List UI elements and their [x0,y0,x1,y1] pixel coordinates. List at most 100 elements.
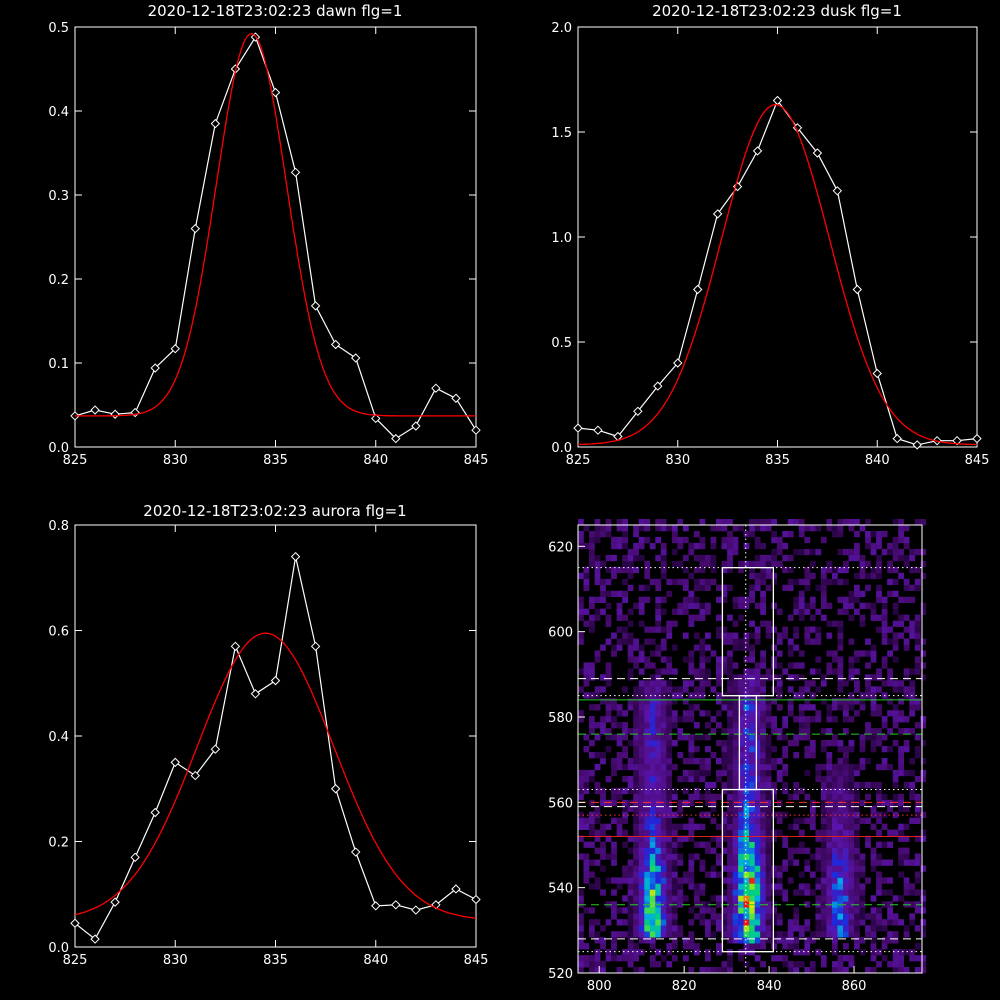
heatmap-cell [754,907,761,914]
heatmap-cell [644,596,651,603]
heatmap-cell [693,913,700,920]
heatmap-cell [633,835,639,842]
heatmap-cell [760,656,766,663]
heatmap-cell [578,608,584,615]
heatmap-cell [909,584,916,591]
heatmap-cell [760,710,766,717]
heatmap-cell [832,883,838,890]
heatmap-cell [721,763,728,771]
heatmap-cell [749,590,755,597]
heatmap-cell [600,799,606,807]
heatmap-cell [848,853,855,860]
heatmap-cell [765,889,772,896]
heatmap-cell [843,907,849,914]
heatmap-cell [727,859,733,866]
heatmap-cell [605,674,612,681]
heatmap-cell [870,913,877,920]
heatmap-cell [716,632,722,639]
heatmap-cell [611,572,617,580]
heatmap-cell [688,931,695,938]
heatmap-cell [776,865,783,872]
heatmap-cell [688,907,695,914]
heatmap-cell [898,572,904,580]
heatmap-cell [865,542,871,550]
heatmap-cell [677,925,684,932]
heatmap-cell [583,674,590,681]
heatmap-cell [749,525,755,532]
y-tick-label: 1.0 [551,231,572,246]
heatmap-cell [892,829,899,836]
heatmap-cell [699,763,706,771]
heatmap-cell [705,680,711,687]
heatmap-cell [583,871,590,878]
heatmap-cell [859,525,866,532]
heatmap-cell [914,632,921,639]
heatmap-cell [798,692,805,699]
heatmap-cell [870,614,877,621]
heatmap-cell [920,865,927,872]
heatmap-cell [578,853,584,860]
heatmap-cell [793,787,800,795]
heatmap-cell [843,769,849,777]
heatmap-cell [804,704,811,711]
heatmap-cell [920,961,927,968]
heatmap-cell [611,734,617,741]
heatmap-cell [699,734,706,741]
heatmap-cell [887,859,893,866]
heatmap-cell [638,722,645,729]
heatmap-cell [721,769,728,777]
heatmap-cell [898,769,904,777]
heatmap-cell [820,680,827,687]
heatmap-cell [633,698,639,705]
heatmap-cell [732,841,739,848]
heatmap-cell [644,698,651,705]
heatmap-cell [589,728,595,735]
heatmap-cell [776,608,783,615]
heatmap-cell [859,746,866,753]
heatmap-cell [594,835,601,842]
heatmap-cell [671,907,678,914]
heatmap-cell [655,847,662,854]
heatmap-cell [633,554,639,562]
heatmap-cell [622,746,628,753]
heatmap-cell [633,925,639,932]
heatmap-cell [865,931,871,938]
heatmap-cell [693,853,700,860]
heatmap-cell [666,525,673,532]
heatmap-cell [804,548,811,556]
heatmap-cell [633,722,639,729]
heatmap-cell [589,769,595,777]
heatmap-cell [804,967,811,974]
heatmap-cell [826,632,833,639]
heatmap-cell [914,799,921,807]
heatmap-cell [776,811,783,818]
heatmap-cell [671,877,678,884]
heatmap-cell [887,710,893,717]
heatmap-cell [865,728,871,735]
heatmap-cell [809,638,816,645]
heatmap-cell [776,817,783,824]
heatmap-cell [843,781,849,789]
heatmap-cell [837,668,844,675]
heatmap-cell [738,793,744,801]
heatmap-cell [898,536,904,544]
heatmap-cell [638,883,645,890]
heatmap-cell [699,560,706,568]
heatmap-cell [854,650,860,657]
heatmap-cell [594,931,601,938]
heatmap-cell [644,572,651,580]
heatmap-cell [727,769,733,777]
heatmap-cell [771,536,777,544]
heatmap-cell [677,805,684,812]
heatmap-cell [837,662,844,669]
heatmap-cell [688,817,695,824]
heatmap-cell [754,913,761,920]
heatmap-cell [749,728,755,735]
heatmap-cell [688,919,695,926]
heatmap-cell [743,602,750,609]
y-tick-label: 0.5 [551,336,572,351]
heatmap-cell [638,668,645,675]
heatmap-cell [671,692,678,699]
heatmap-cell [627,943,634,950]
heatmap-cell [870,572,877,580]
